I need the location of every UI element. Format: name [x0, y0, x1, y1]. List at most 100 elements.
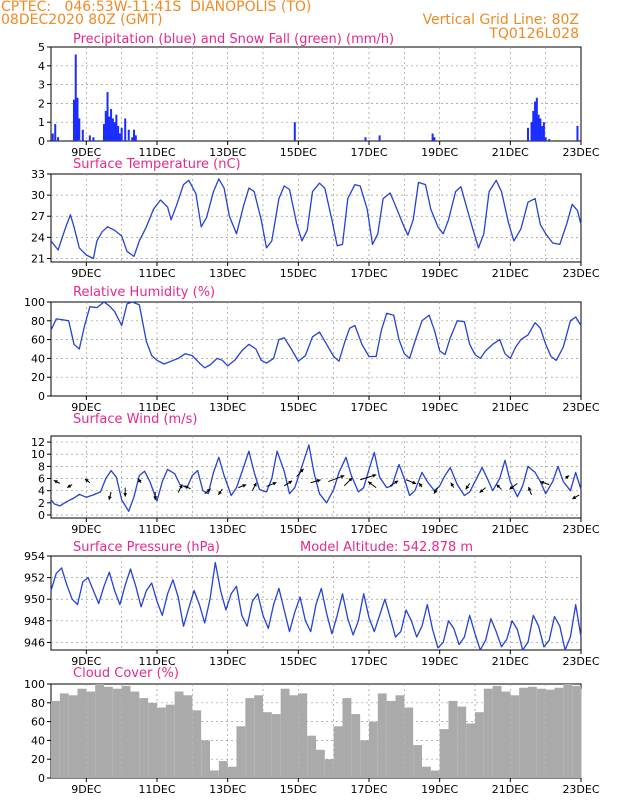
wind-vector-head — [123, 493, 128, 497]
panel-annotation: Model Altitude: 542.878 m — [300, 540, 473, 555]
x-tick-label: 9DEC — [71, 655, 101, 668]
precip-bar — [118, 133, 121, 141]
y-tick-label: 1 — [38, 116, 45, 129]
precip-bar — [378, 135, 381, 141]
wind-vector-head — [348, 477, 353, 482]
cloud-bar — [475, 712, 484, 778]
y-tick-label: 24 — [31, 231, 45, 244]
wind-vector-head — [153, 496, 158, 500]
wind-vector-head — [433, 489, 438, 494]
y-tick-label: 100 — [24, 296, 45, 309]
snow-bar — [300, 140, 303, 141]
cloud-bar — [360, 740, 369, 778]
cloud-bar — [59, 693, 69, 778]
precip-bar — [81, 129, 84, 141]
x-tick-label: 11DEC — [138, 146, 175, 159]
y-tick-label: 8 — [38, 460, 45, 473]
precip-bar — [57, 137, 60, 141]
panel-frame — [50, 46, 582, 142]
y-tick-label: 4 — [38, 485, 45, 498]
header-vertical-grid: Vertical Grid Line: 80Z — [422, 12, 579, 28]
x-tick-label: 11DEC — [138, 655, 175, 668]
y-tick-label: 60 — [31, 716, 45, 729]
cloud-bar — [572, 685, 581, 778]
wind-vector-head — [138, 478, 142, 483]
panel-title: Relative Humidity (%) — [73, 285, 215, 300]
snow-bar — [332, 140, 335, 141]
panel-title: Surface Wind (m/s) — [73, 412, 197, 427]
cloud-bar — [130, 691, 140, 778]
wind-vector-head — [299, 468, 304, 473]
cloud-bar — [430, 770, 440, 778]
snow-bar — [555, 140, 558, 141]
cloud-bar — [554, 687, 564, 778]
precip-bar — [544, 137, 547, 141]
x-tick-label: 11DEC — [138, 783, 175, 796]
cloud-bar — [448, 700, 458, 778]
x-tick-label: 9DEC — [71, 267, 101, 280]
y-tick-label: 3 — [38, 79, 45, 92]
cloud-bar — [377, 693, 387, 778]
precip-bar — [72, 99, 75, 141]
precip-bar — [103, 124, 105, 141]
precip-bar — [539, 118, 542, 141]
precip-bar — [433, 137, 436, 141]
cloud-bar — [218, 761, 228, 778]
panel-frame — [50, 301, 582, 397]
cloud-bar — [201, 740, 210, 778]
y-tick-label: 2 — [38, 497, 45, 510]
y-tick-label: 4 — [38, 60, 45, 73]
cloud-bar — [139, 698, 149, 778]
x-tick-label: 23DEC — [562, 523, 599, 536]
snow-bar — [491, 140, 494, 141]
x-tick-label: 23DEC — [562, 783, 599, 796]
wind-vector-head — [206, 488, 211, 493]
precip-bar — [293, 122, 296, 141]
wind-vector-head — [450, 482, 455, 487]
cloud-bar — [254, 695, 263, 778]
precip-bar — [532, 110, 535, 141]
wind-vector-head — [479, 488, 484, 493]
panel-frame — [50, 555, 582, 651]
wind-vector-head — [572, 495, 577, 499]
x-tick-label: 13DEC — [209, 146, 246, 159]
x-tick-label: 23DEC — [562, 401, 599, 414]
cloud-bar — [104, 686, 113, 778]
precip-bar — [111, 118, 114, 141]
x-tick-label: 19DEC — [421, 267, 458, 280]
precip-bar — [51, 133, 54, 141]
cloud-bar — [271, 714, 281, 778]
snow-bar — [262, 140, 264, 141]
x-tick-label: 21DEC — [492, 655, 529, 668]
cloud-bar — [439, 729, 449, 778]
cloud-bar — [174, 691, 184, 778]
cloud-bar — [581, 688, 582, 778]
panel-title: Cloud Cover (%) — [73, 666, 179, 681]
x-tick-label: 9DEC — [71, 783, 101, 796]
x-tick-label: 17DEC — [350, 267, 387, 280]
precip-bar — [131, 137, 134, 141]
cloud-bar — [413, 745, 422, 778]
cloud-bar — [501, 691, 511, 778]
wind-vector-head — [316, 478, 321, 483]
precip-bar — [88, 135, 91, 141]
x-tick-label: 19DEC — [421, 523, 458, 536]
precip-bar — [133, 129, 136, 141]
wind-vector-head — [53, 480, 58, 484]
cloud-bar — [280, 688, 290, 778]
y-tick-label: 946 — [24, 636, 45, 649]
wind-vector-head — [496, 484, 501, 489]
precip-bar — [113, 122, 116, 141]
snow-bar — [445, 140, 448, 141]
x-tick-label: 19DEC — [421, 655, 458, 668]
x-tick-label: 15DEC — [280, 146, 317, 159]
cloud-bar — [342, 698, 352, 778]
precip-bar — [54, 124, 57, 141]
wind-vector-head — [288, 480, 293, 485]
precip-bar — [542, 122, 545, 141]
wind-vector-head — [465, 485, 470, 490]
panel-3: Relative Humidity (%) 0 20 40 60 80 100 9DEC 11D… — [24, 285, 600, 414]
cloud-bar — [369, 721, 378, 778]
x-tick-label: 9DEC — [71, 401, 101, 414]
